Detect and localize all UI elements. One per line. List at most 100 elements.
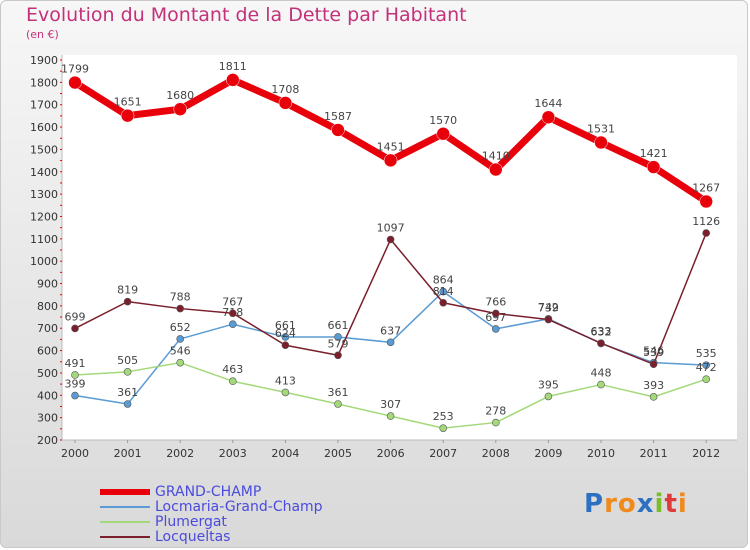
data-point-plumergat [71, 371, 79, 379]
data-point-grand-champ [68, 75, 82, 90]
logo-letter: t [664, 489, 678, 519]
data-point-plumergat [597, 380, 605, 389]
x-tick-label: 2001 [114, 447, 142, 460]
data-point-plumergat [229, 377, 237, 386]
data-label-plumergat: 448 [591, 367, 612, 380]
data-label-locmaria-grand-champ: 361 [117, 386, 138, 399]
data-label-plumergat: 413 [275, 374, 296, 387]
data-point-locmaria-grand-champ [123, 400, 132, 408]
data-label-locqueltas: 739 [538, 302, 559, 315]
chart-subtitle: (en €) [26, 28, 59, 41]
y-tick-label: 1200 [30, 210, 58, 223]
data-point-plumergat [123, 368, 132, 376]
data-point-plumergat [334, 400, 342, 408]
data-label-plumergat: 491 [65, 357, 86, 370]
y-tick-label: 1900 [30, 54, 58, 67]
data-label-locqueltas: 633 [591, 325, 612, 338]
data-point-locmaria-grand-champ [491, 325, 500, 333]
x-tick-label: 2006 [377, 447, 405, 460]
data-point-grand-champ [699, 194, 713, 209]
data-point-locmaria-grand-champ [71, 391, 79, 400]
data-label-grand-champ: 1587 [324, 110, 352, 123]
data-label-locqueltas: 539 [643, 346, 664, 359]
x-tick-label: 2012 [692, 447, 720, 460]
data-point-grand-champ [173, 102, 187, 116]
logo-letter: i [654, 489, 665, 519]
legend-swatch [100, 536, 150, 538]
data-label-plumergat: 361 [328, 386, 349, 399]
logo-letter: r [604, 489, 618, 519]
data-label-locmaria-grand-champ: 864 [433, 274, 454, 287]
data-label-grand-champ: 1651 [114, 96, 142, 109]
data-point-grand-champ [226, 73, 240, 87]
data-point-locqueltas [386, 235, 395, 244]
data-label-grand-champ: 1421 [640, 147, 668, 160]
proxiti-logo: Proxiti [584, 489, 688, 519]
y-tick-label: 800 [37, 300, 58, 313]
data-point-grand-champ [594, 135, 608, 150]
x-tick-label: 2010 [587, 447, 615, 460]
data-label-grand-champ: 1267 [692, 181, 720, 194]
data-label-locqueltas: 699 [65, 310, 86, 323]
x-tick-label: 2000 [61, 447, 89, 460]
data-label-locqueltas: 624 [275, 327, 296, 340]
data-label-grand-champ: 1451 [377, 140, 405, 153]
x-tick-label: 2011 [640, 447, 668, 460]
y-tick-label: 1400 [30, 166, 58, 179]
data-label-plumergat: 463 [222, 363, 243, 376]
data-label-plumergat: 472 [696, 361, 717, 374]
data-point-plumergat [544, 392, 553, 401]
data-label-grand-champ: 1570 [429, 114, 457, 127]
data-label-plumergat: 395 [538, 378, 559, 391]
data-label-locqueltas: 819 [117, 284, 138, 297]
y-tick-label: 1700 [30, 99, 58, 112]
y-tick-label: 1300 [30, 188, 58, 201]
data-point-plumergat [386, 412, 395, 420]
x-tick-label: 2003 [219, 447, 247, 460]
data-label-locqueltas: 814 [433, 285, 454, 298]
data-point-locmaria-grand-champ [334, 333, 342, 341]
x-tick-label: 2008 [482, 447, 510, 460]
logo-letter: o [617, 489, 637, 519]
data-point-locqueltas [649, 360, 658, 369]
data-point-locmaria-grand-champ [281, 333, 290, 341]
data-label-plumergat: 307 [380, 398, 401, 411]
y-tick-label: 1000 [30, 255, 58, 268]
data-point-locqueltas [439, 298, 448, 307]
data-point-locqueltas [71, 324, 79, 333]
legend-swatch [100, 521, 150, 523]
data-label-grand-champ: 1799 [61, 63, 89, 76]
data-label-grand-champ: 1644 [534, 97, 562, 110]
data-point-locmaria-grand-champ [176, 335, 184, 343]
data-point-plumergat [439, 424, 448, 432]
legend-swatch [100, 489, 150, 495]
legend-label: Locmaria-Grand-Champ [155, 499, 323, 515]
data-label-locqueltas: 766 [485, 295, 506, 308]
y-tick-label: 600 [37, 345, 58, 358]
legend-swatch [100, 506, 150, 508]
data-point-grand-champ [120, 108, 135, 123]
y-tick-label: 300 [37, 412, 58, 425]
y-tick-label: 900 [37, 278, 58, 291]
logo-letter: i [677, 489, 688, 519]
data-point-grand-champ [489, 162, 503, 177]
y-tick-label: 1500 [30, 143, 58, 156]
data-label-locmaria-grand-champ: 652 [170, 321, 191, 334]
data-point-grand-champ [383, 153, 398, 168]
data-label-plumergat: 253 [433, 410, 454, 423]
data-point-plumergat [281, 388, 290, 397]
data-label-locqueltas: 767 [222, 295, 243, 308]
y-tick-label: 500 [37, 367, 58, 380]
data-point-locqueltas [597, 339, 605, 348]
y-tick-label: 700 [37, 322, 58, 335]
data-label-locmaria-grand-champ: 535 [696, 347, 717, 360]
legend-label: Locqueltas [155, 529, 231, 545]
legend-label: GRAND-CHAMP [155, 484, 262, 500]
legend-label: Plumergat [155, 514, 227, 530]
x-tick-label: 2004 [271, 447, 299, 460]
y-tick-label: 400 [37, 389, 58, 402]
data-point-locqueltas [229, 309, 237, 318]
data-point-locmaria-grand-champ [439, 287, 448, 296]
data-point-grand-champ [646, 160, 661, 174]
